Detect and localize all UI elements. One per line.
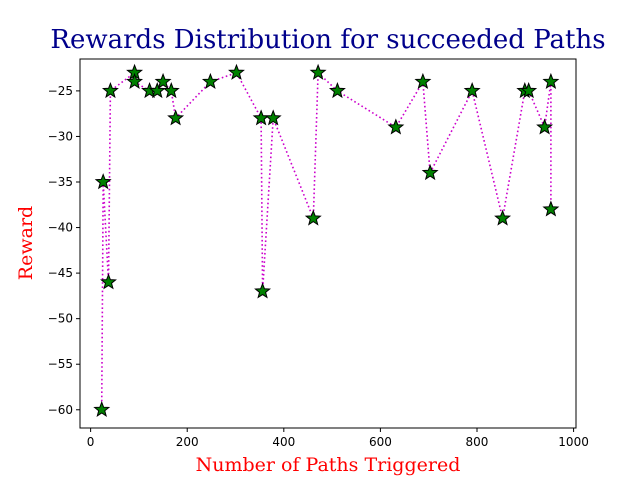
x-tick-label: 1000 [558, 435, 589, 449]
data-point-star [148, 81, 166, 99]
x-tick-label: 0 [87, 435, 95, 449]
x-axis-label: Number of Paths Triggered [196, 454, 461, 476]
data-point-star [421, 163, 439, 181]
data-point-star [387, 118, 405, 135]
y-tick-label: −45 [48, 266, 73, 280]
data-point-star [101, 81, 119, 99]
series-line [100, 70, 552, 410]
y-axis: −60 −55 −50 −45 −40 −35 −30 −25 [48, 84, 80, 417]
data-point-star [494, 209, 512, 226]
data-point-star [542, 72, 560, 89]
y-tick-label: −60 [48, 403, 73, 417]
data-point-star [309, 63, 327, 80]
data-point-star [126, 72, 144, 89]
chart-title: Rewards Distribution for succeeded Paths [50, 25, 605, 55]
x-tick-label: 200 [176, 435, 199, 449]
data-point-star [94, 173, 112, 190]
data-point-star [228, 63, 245, 80]
data-point-star [254, 282, 272, 299]
plot-frame [79, 58, 577, 429]
x-axis: 0 200 400 600 800 1000 [87, 428, 589, 449]
x-tick-label: 800 [466, 435, 489, 449]
data-point-star [100, 273, 117, 290]
data-point-star [414, 72, 432, 89]
data-point-star [252, 109, 270, 126]
y-tick-label: −40 [48, 221, 73, 235]
data-point-star [154, 72, 172, 89]
data-point-star [201, 72, 219, 89]
y-tick-label: −55 [48, 357, 73, 371]
data-point-star [536, 118, 554, 135]
y-tick-label: −30 [48, 129, 73, 143]
data-point-star [463, 81, 481, 99]
y-tick-label: −35 [48, 175, 73, 189]
data-point-star [304, 209, 322, 226]
y-tick-label: −50 [48, 312, 73, 326]
data-point-star [93, 400, 111, 417]
data-point-star [520, 81, 538, 99]
data-point-star [167, 109, 185, 126]
data-point-star [328, 81, 346, 99]
x-tick-label: 400 [272, 435, 295, 449]
data-point-star [264, 109, 282, 126]
y-tick-label: −25 [48, 84, 73, 98]
x-tick-label: 600 [369, 435, 392, 449]
data-point-star [162, 81, 180, 99]
plot-area [93, 63, 560, 417]
y-axis-label: Reward [15, 206, 37, 280]
data-point-star [542, 200, 560, 217]
